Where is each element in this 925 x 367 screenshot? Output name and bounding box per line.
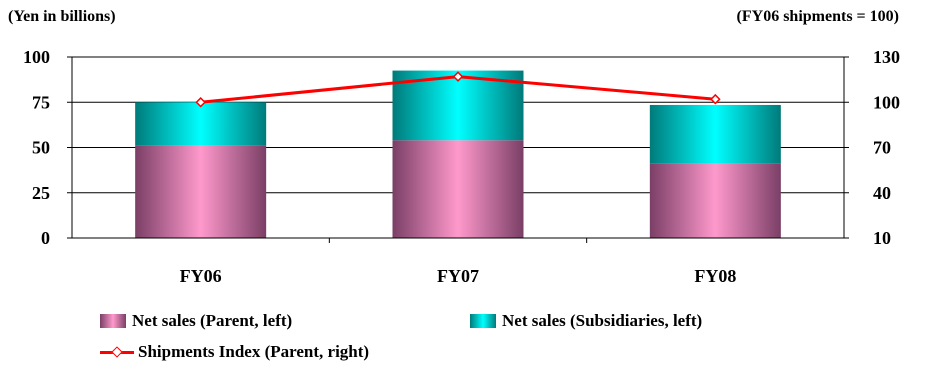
- right-axis-tick-label: 70: [873, 138, 891, 158]
- legend-label-shipments-index: Shipments Index (Parent, right): [138, 342, 369, 362]
- legend-item-shipments-index: Shipments Index (Parent, right): [100, 342, 369, 362]
- legend-label-parent: Net sales (Parent, left): [132, 311, 292, 331]
- right-axis-tick-label: 40: [873, 183, 891, 203]
- stacked-bar-line-chart: 0 25 50 75 100 10 40 70 100 130 FY06 FY07 FY08: [0, 0, 925, 300]
- right-axis-tick-label: 100: [873, 92, 900, 112]
- legend-item-parent: Net sales (Parent, left): [100, 311, 292, 331]
- left-axis-tick-label: 75: [32, 92, 50, 112]
- x-axis-category-label: FY07: [437, 266, 479, 286]
- legend-swatch-parent: [100, 314, 126, 328]
- left-axis-tick-label: 50: [32, 138, 50, 158]
- bar-segment-subsidiaries: [650, 105, 781, 164]
- legend-item-subsidiaries: Net sales (Subsidiaries, left): [470, 311, 702, 331]
- left-axis-tick-label: 100: [23, 47, 50, 67]
- right-axis-tick-label: 130: [873, 47, 900, 67]
- legend-swatch-shipments-index: [100, 345, 134, 359]
- left-axis-tick-label: 0: [41, 228, 50, 248]
- bar-segment-parent: [650, 164, 781, 238]
- legend-swatch-subsidiaries: [470, 314, 496, 328]
- bar-segment-parent: [135, 146, 266, 238]
- bar-segment-subsidiaries: [135, 102, 266, 145]
- legend-label-subsidiaries: Net sales (Subsidiaries, left): [502, 311, 702, 331]
- x-axis-category-label: FY06: [180, 266, 222, 286]
- right-axis-tick-label: 10: [873, 228, 891, 248]
- x-axis-category-label: FY08: [694, 266, 736, 286]
- left-axis-tick-label: 25: [32, 183, 50, 203]
- bar-segment-parent: [393, 140, 524, 238]
